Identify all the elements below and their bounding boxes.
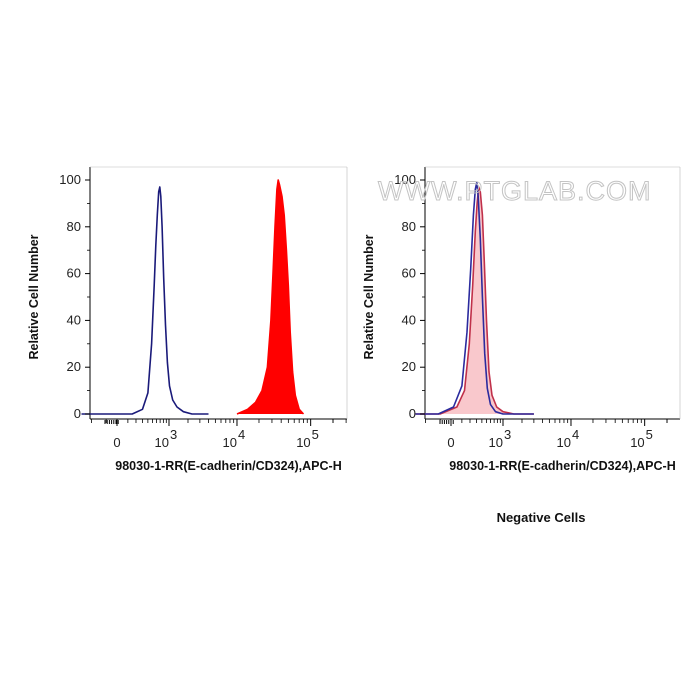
watermark-text: WWW.PTGLAB.COM <box>378 176 652 206</box>
x-tick-exponent: 5 <box>646 427 653 442</box>
y-tick-label: 80 <box>402 219 416 234</box>
series-0-line <box>81 186 209 415</box>
x-axis-label: 98030-1-RR(E-cadherin/CD324),APC-H <box>449 459 675 473</box>
y-tick-label: 80 <box>67 219 81 234</box>
y-axis-label: Relative Cell Number <box>362 234 376 359</box>
series-1-area <box>237 180 304 414</box>
x-tick-label: 10 <box>489 435 503 450</box>
y-axis-label: Relative Cell Number <box>27 234 41 359</box>
y-tick-label: 100 <box>59 172 81 187</box>
y-tick-label: 60 <box>67 266 81 281</box>
series-1-line <box>415 181 534 415</box>
x-tick-exponent: 4 <box>238 427 245 442</box>
x-tick-label: 10 <box>557 435 571 450</box>
x-tick-label: 10 <box>296 435 310 450</box>
y-tick-label: 0 <box>74 406 81 421</box>
x-tick-label: 0 <box>447 435 454 450</box>
y-tick-label: 40 <box>402 312 416 327</box>
x-tick-exponent: 3 <box>504 427 511 442</box>
y-tick-label: 60 <box>402 266 416 281</box>
series-0-area <box>415 187 534 414</box>
series-1-line <box>236 179 305 415</box>
series-0-line <box>415 186 534 415</box>
x-tick-label: 10 <box>223 435 237 450</box>
x-tick-exponent: 3 <box>170 427 177 442</box>
y-tick-label: 100 <box>394 172 416 187</box>
x-tick-exponent: 4 <box>572 427 579 442</box>
y-tick-label: 20 <box>402 359 416 374</box>
x-tick-label: 10 <box>155 435 169 450</box>
x-tick-label: 10 <box>630 435 644 450</box>
y-tick-label: 0 <box>409 406 416 421</box>
x-axis-label: 98030-1-RR(E-cadherin/CD324),APC-H <box>115 459 341 473</box>
y-tick-label: 40 <box>67 312 81 327</box>
y-tick-label: 20 <box>67 359 81 374</box>
x-tick-label: 0 <box>113 435 120 450</box>
panel-caption: Negative Cells <box>497 510 586 525</box>
x-tick-exponent: 5 <box>312 427 319 442</box>
